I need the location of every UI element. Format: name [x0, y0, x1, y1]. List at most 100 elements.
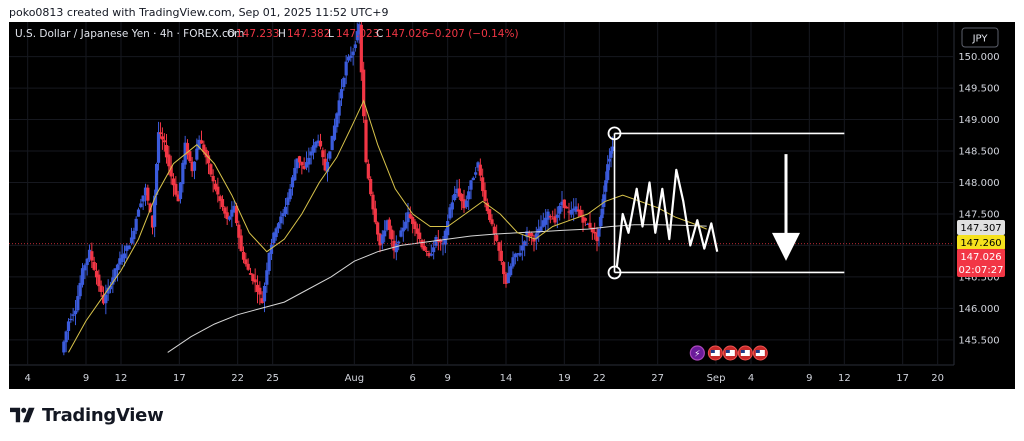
candle-body [64, 331, 68, 343]
candle-body [502, 262, 506, 275]
candle-body [499, 250, 503, 262]
candle-body [565, 206, 569, 209]
price-label-ma-slow: 147.307 [957, 220, 1005, 235]
candle-body [604, 180, 608, 192]
candle-body [99, 285, 103, 292]
candle-body [429, 253, 433, 256]
candle-body [69, 318, 73, 321]
candle-body [450, 202, 454, 210]
candle-body [190, 161, 194, 172]
candle-body [581, 216, 585, 223]
candle-body [143, 187, 148, 196]
currency-badge[interactable]: JPY [961, 27, 999, 48]
candle-body [115, 264, 120, 271]
candle-body [558, 205, 562, 214]
candle-body [404, 221, 408, 229]
range-bottom-marker [607, 265, 622, 280]
candle-body [362, 69, 366, 117]
flag-stripe-icon [755, 350, 765, 356]
candle-body [453, 193, 457, 200]
candle-body [106, 287, 110, 294]
candle-body [154, 164, 159, 195]
legend-change: −0.207 (−0.14%) [426, 28, 519, 40]
price-tick-label: 147.500 [958, 209, 999, 220]
candle-body [246, 263, 250, 270]
candle-body [244, 259, 248, 265]
candle-body [606, 164, 610, 181]
candle-body [520, 245, 524, 251]
candle-body [420, 240, 424, 248]
legend-open-value: 147.233 [236, 28, 279, 40]
price-tick-label: 145.500 [958, 335, 999, 346]
candle-body [344, 61, 348, 76]
price-label-ma-fast: 147.260 [957, 235, 1005, 250]
candle-body [321, 150, 325, 158]
time-tick-label: 9 [806, 373, 812, 384]
candle-body [111, 277, 115, 285]
time-tick-label: 6 [409, 373, 415, 384]
candle-body [544, 217, 548, 225]
candle-body [332, 125, 337, 140]
ma-fast-line [68, 99, 707, 353]
candle-body [411, 216, 415, 225]
candle-body [328, 151, 332, 159]
candle-body [600, 208, 604, 219]
candle-body [150, 215, 155, 228]
flag-canton-icon [725, 350, 730, 353]
legend-open-label: O [227, 28, 235, 40]
candle-body [525, 231, 529, 238]
candle-body [434, 237, 438, 246]
candle-body [359, 24, 363, 73]
svg-text:147.307: 147.307 [960, 223, 1001, 234]
time-tick-label: Sep [707, 373, 726, 384]
candle-body [314, 141, 318, 148]
candle-body [537, 228, 541, 234]
candle-body [76, 296, 80, 311]
candle-body [267, 252, 271, 271]
time-tick-label: 12 [115, 373, 128, 384]
candle-body [392, 240, 396, 251]
candle-body [373, 208, 377, 223]
candle-body [192, 161, 197, 171]
candle-body [527, 233, 531, 237]
tradingview-logo-icon [10, 407, 35, 423]
time-tick-label: 9 [83, 373, 89, 384]
candle-body [551, 218, 555, 220]
price-chart[interactable]: 145.500146.000146.500147.000147.500148.0… [9, 15, 1015, 389]
candle-body [574, 206, 578, 212]
chart-panel[interactable]: 145.500146.000146.500147.000147.500148.0… [9, 15, 1015, 389]
candle-body [610, 146, 615, 152]
candle-body [448, 207, 452, 219]
svg-text:147.260: 147.260 [960, 238, 1001, 249]
candle-body [139, 203, 143, 208]
candle-body [269, 244, 274, 254]
candle-body [62, 341, 66, 353]
candle-body [171, 178, 176, 186]
candle-body [108, 285, 113, 290]
candle-body [485, 202, 489, 212]
candle-body [113, 268, 117, 279]
flag-stripe-icon [725, 350, 735, 356]
candle-body [129, 237, 134, 244]
candle-body [92, 261, 96, 270]
candle-body [153, 195, 157, 227]
candle-body [160, 136, 165, 140]
range-top-marker [607, 126, 622, 141]
candle-body [197, 139, 201, 150]
candle-body [295, 158, 299, 169]
candle-body [518, 252, 522, 256]
candle-body [462, 199, 466, 209]
candle-body [297, 156, 302, 163]
price-tick-label: 149.500 [958, 84, 999, 95]
candle-body [316, 140, 320, 144]
candle-body [369, 178, 373, 195]
price-tick-label: 149.000 [958, 115, 999, 126]
candle-body [281, 213, 285, 217]
candle-body [353, 44, 357, 49]
candle-body [73, 310, 78, 315]
candle-body [216, 186, 220, 195]
candle-body [206, 155, 211, 164]
price-tick-label: 146.000 [958, 304, 999, 315]
legend-high-value: 147.382 [287, 28, 330, 40]
candle-body [387, 219, 391, 230]
